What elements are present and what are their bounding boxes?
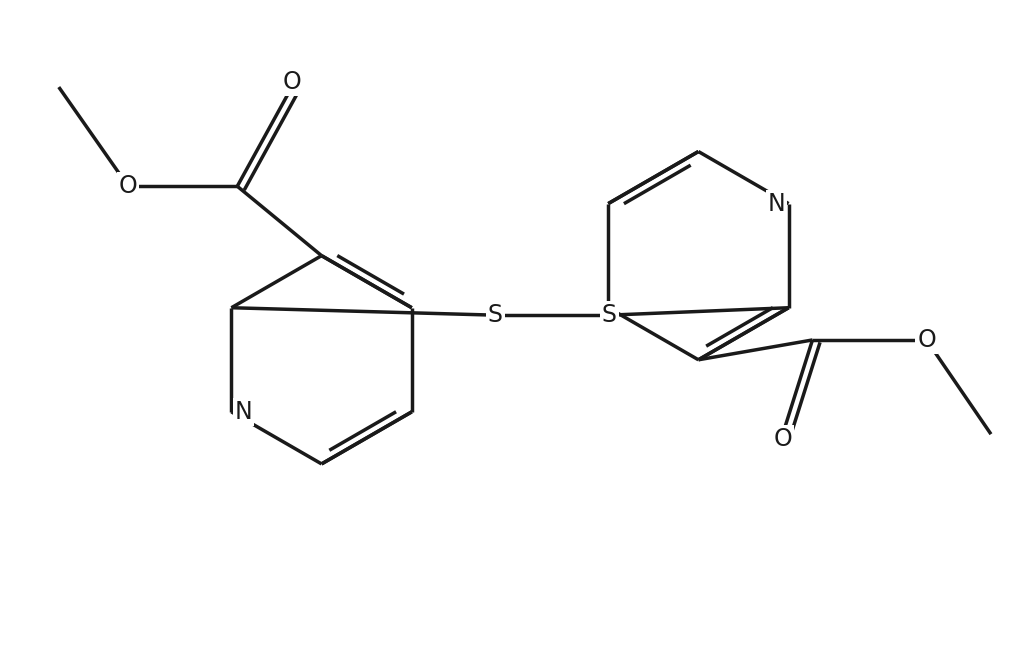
Text: O: O (118, 174, 138, 198)
Text: O: O (916, 328, 935, 352)
Text: O: O (772, 427, 792, 451)
Text: N: N (234, 400, 252, 424)
Text: S: S (487, 303, 502, 327)
Text: S: S (601, 303, 616, 327)
Text: N: N (767, 192, 785, 216)
Text: O: O (282, 70, 301, 94)
